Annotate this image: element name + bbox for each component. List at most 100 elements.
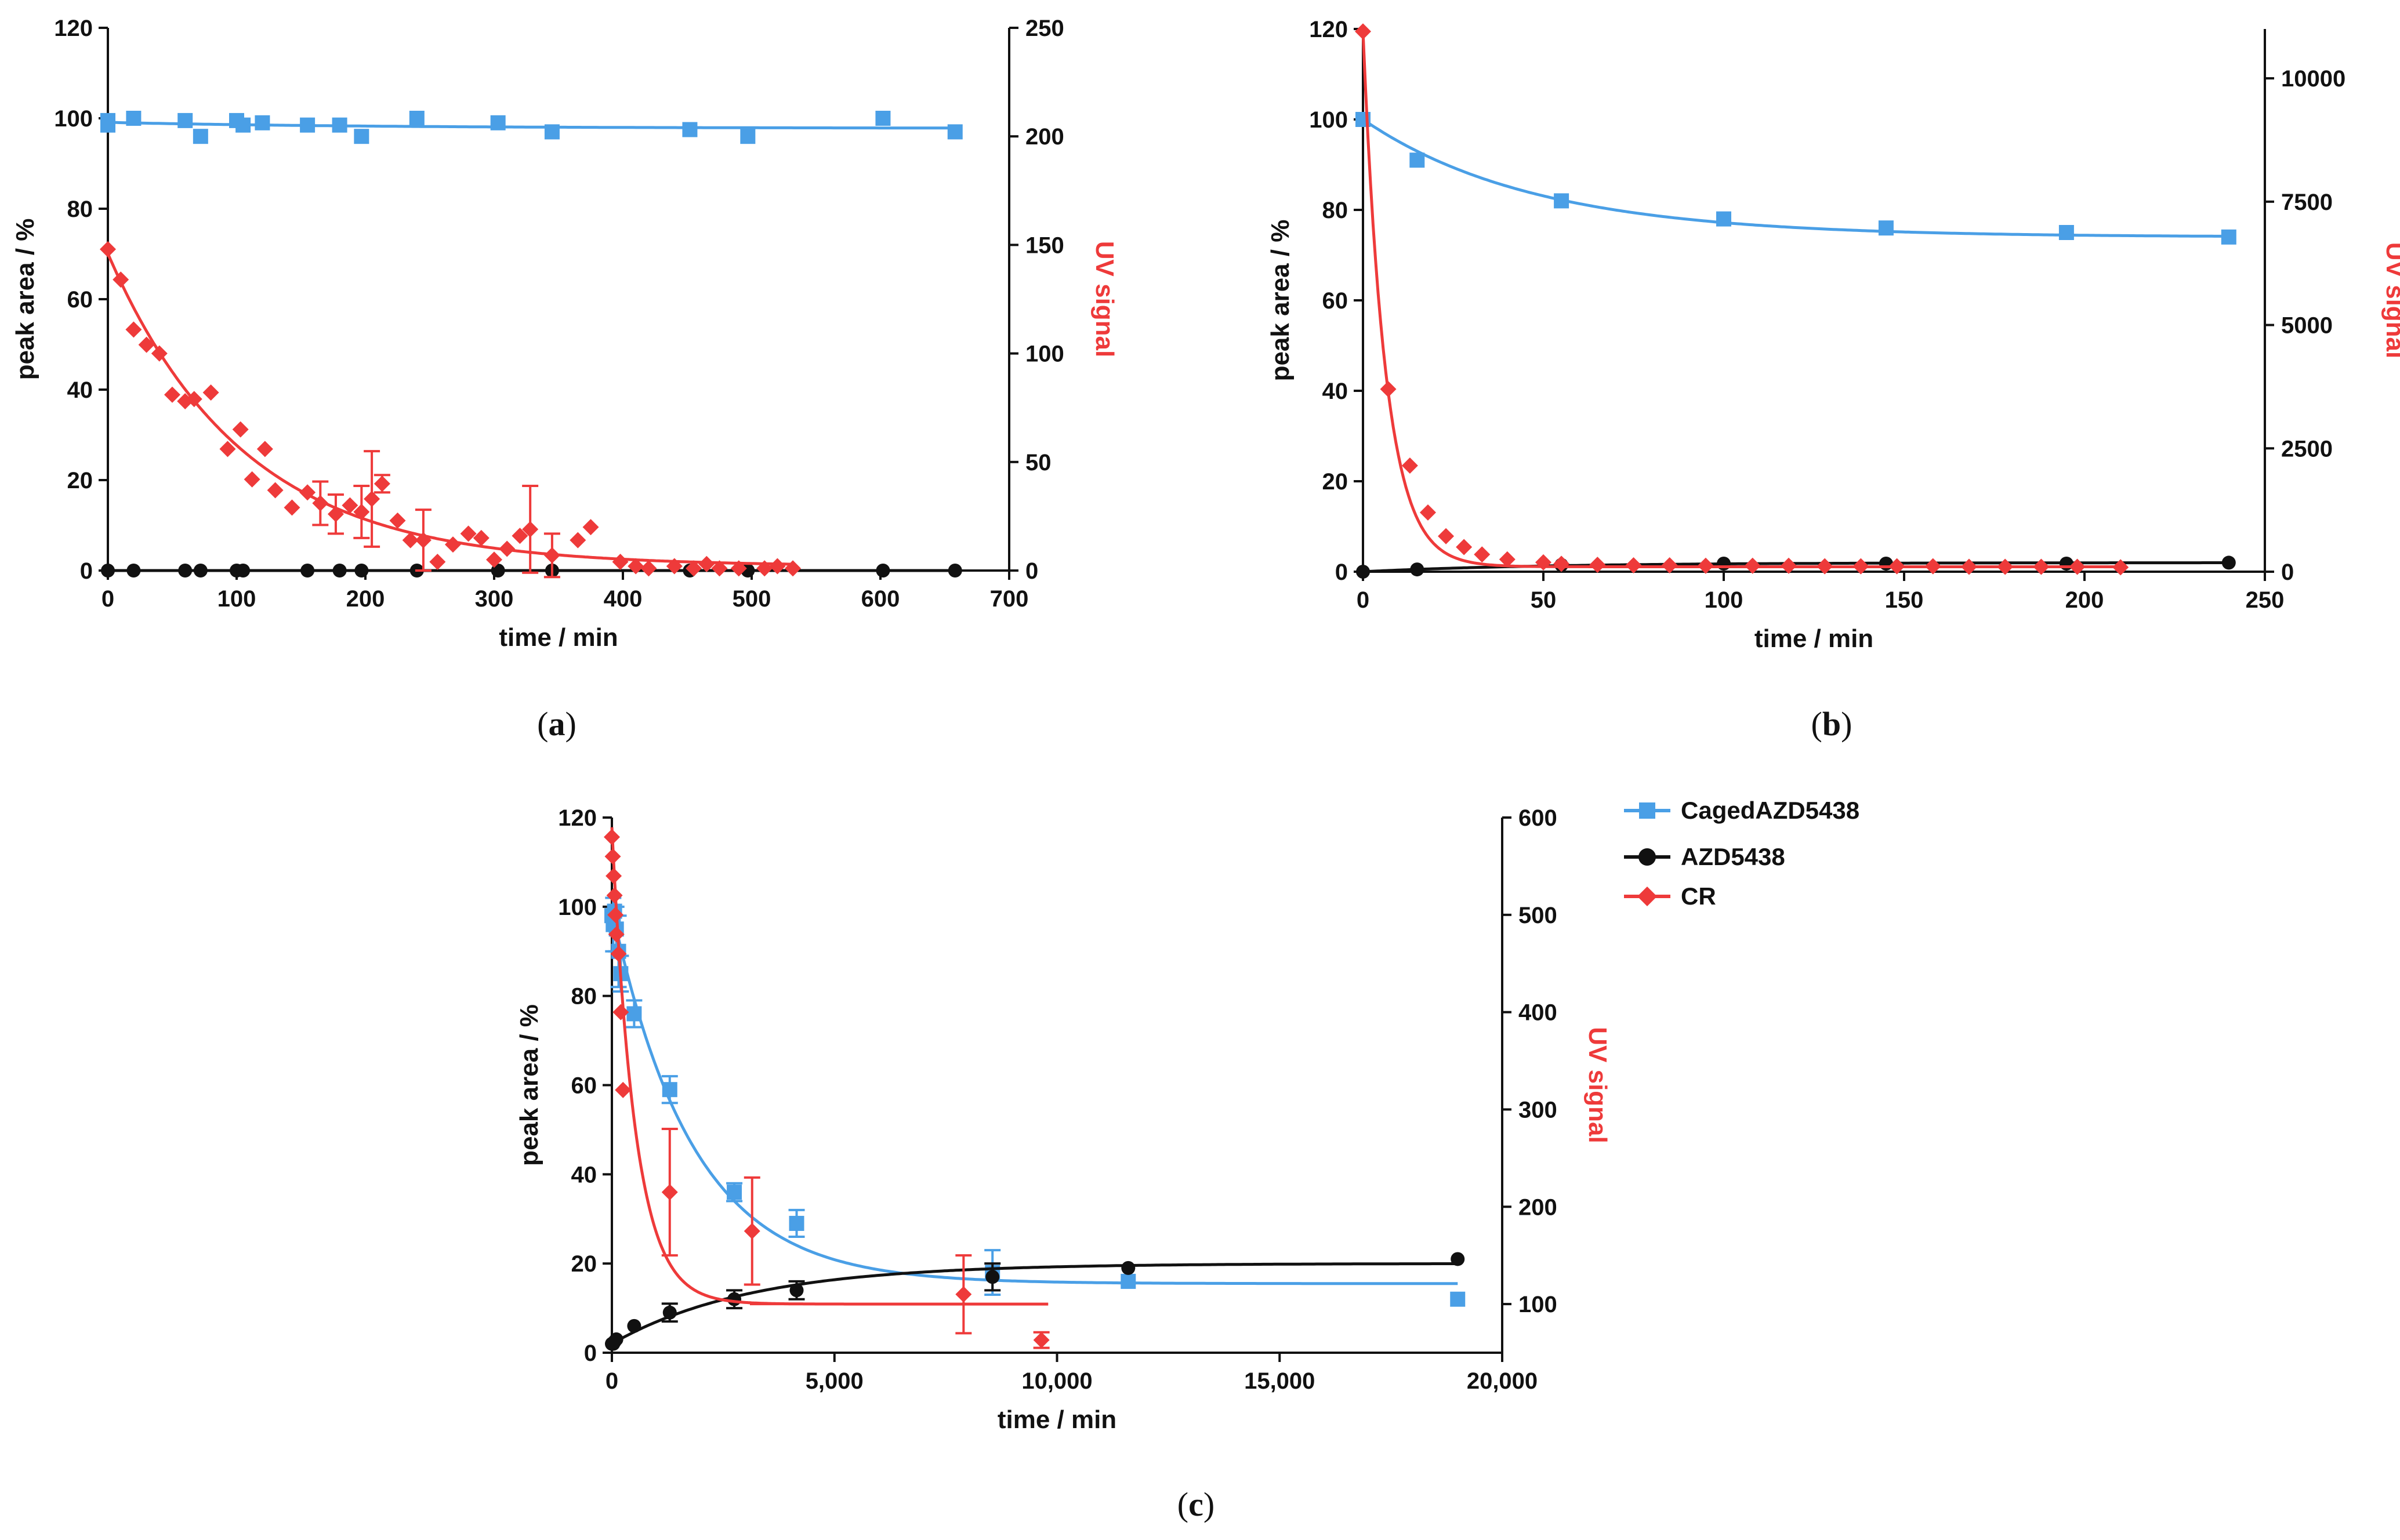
data-point	[947, 124, 963, 140]
data-point	[299, 484, 316, 501]
y-tick-label-right: 400	[1518, 1000, 1557, 1026]
data-point	[409, 111, 425, 126]
fit-curve	[611, 1262, 1458, 1345]
legend-label-azd: AZD5438	[1681, 843, 1785, 870]
data-point	[389, 512, 406, 529]
x-tick-label: 0	[101, 586, 114, 612]
data-point	[640, 560, 657, 577]
x-tick-label: 5,000	[806, 1368, 864, 1394]
data-point	[1554, 193, 1569, 209]
data-point	[460, 525, 477, 542]
data-point	[789, 1283, 804, 1298]
data-point	[756, 560, 773, 577]
data-point	[662, 1305, 677, 1320]
data-point	[1924, 558, 1941, 575]
data-point	[151, 345, 168, 362]
data-point	[985, 1270, 1000, 1284]
data-point	[727, 1292, 742, 1306]
x-axis-label: time / min	[998, 1405, 1116, 1434]
y-tick-label-right: 500	[1518, 903, 1557, 928]
y-tick-label-left: 40	[1322, 379, 1348, 404]
y-tick-label-left: 40	[571, 1162, 597, 1187]
data-point	[2069, 558, 2086, 575]
y-tick-label-right: 200	[1518, 1194, 1557, 1220]
data-point	[1456, 539, 1473, 555]
y-tick-label-left: 20	[67, 468, 93, 493]
data-point	[300, 117, 316, 133]
fit-curve	[1362, 118, 2229, 238]
data-point	[785, 560, 802, 577]
data-point	[544, 124, 560, 140]
y-tick-label-right: 150	[1025, 233, 1064, 258]
y-tick-label-left: 120	[1309, 17, 1348, 42]
legend-label-caged: CagedAZD5438	[1681, 797, 1859, 824]
data-point	[267, 482, 284, 499]
data-point	[332, 117, 347, 133]
data-point	[876, 564, 890, 578]
data-point	[499, 540, 516, 557]
data-point	[1535, 554, 1551, 571]
data-point	[1355, 23, 1371, 40]
y-tick-label-right: 0	[2281, 560, 2294, 585]
data-point	[327, 506, 344, 522]
data-point	[1817, 558, 1833, 575]
fit-curve	[610, 909, 1458, 1285]
data-point	[1438, 528, 1455, 544]
data-point	[219, 441, 236, 457]
legend-item-caged: CagedAZD5438	[1624, 797, 1859, 824]
data-point	[662, 1082, 677, 1098]
x-tick-label: 50	[1531, 587, 1557, 613]
data-point	[604, 848, 621, 865]
x-tick-label: 0	[1357, 587, 1369, 613]
x-tick-label: 600	[861, 586, 900, 612]
data-point	[255, 115, 270, 130]
y-tick-label-right: 50	[1025, 450, 1052, 475]
data-point	[100, 112, 115, 128]
y-tick-label-left: 80	[67, 197, 93, 222]
legend: CagedAZD5438 AZD5438 CR	[1624, 797, 1859, 910]
data-point	[256, 441, 273, 457]
data-point	[374, 475, 390, 492]
y-tick-label-left: 20	[1322, 469, 1348, 495]
y-tick-label-left: 0	[1335, 560, 1348, 585]
data-point	[402, 532, 419, 549]
x-axis-label: time / min	[499, 623, 618, 652]
y-tick-label-left: 20	[571, 1251, 597, 1277]
data-point	[2058, 225, 2074, 240]
legend-marker-diamond	[1637, 887, 1657, 906]
y-tick-label-right: 600	[1518, 805, 1557, 831]
panel-caption: (c)	[1177, 1485, 1214, 1523]
data-point	[628, 558, 644, 575]
data-point	[789, 1215, 804, 1231]
data-point	[612, 554, 629, 571]
data-point	[486, 551, 502, 568]
data-point	[193, 564, 208, 578]
legend-item-cr: CR	[1624, 882, 1716, 910]
y-tick-label-left: 60	[67, 287, 93, 313]
x-tick-label: 15,000	[1244, 1368, 1315, 1394]
data-point	[661, 1184, 678, 1201]
data-point	[955, 1286, 972, 1303]
data-point	[698, 555, 715, 572]
x-tick-label: 150	[1885, 587, 1924, 613]
data-point	[730, 560, 747, 577]
data-point	[1716, 211, 1731, 227]
data-point	[1409, 152, 1425, 168]
data-point	[626, 1006, 642, 1022]
y-axis-label-right: UV signal	[1583, 1027, 1612, 1143]
data-point	[570, 532, 586, 549]
y-tick-label-right: 100	[1518, 1292, 1557, 1317]
data-point	[312, 495, 329, 511]
data-point	[2033, 558, 2050, 575]
data-point	[125, 321, 142, 338]
data-point	[1717, 556, 1731, 571]
data-point	[606, 867, 622, 884]
data-point	[178, 564, 193, 578]
data-point	[1121, 1273, 1136, 1289]
data-point	[1356, 565, 1370, 579]
y-tick-label-right: 2500	[2281, 436, 2333, 462]
y-tick-label-left: 0	[584, 1341, 597, 1366]
x-tick-label: 400	[604, 586, 643, 612]
data-point	[615, 1081, 632, 1098]
